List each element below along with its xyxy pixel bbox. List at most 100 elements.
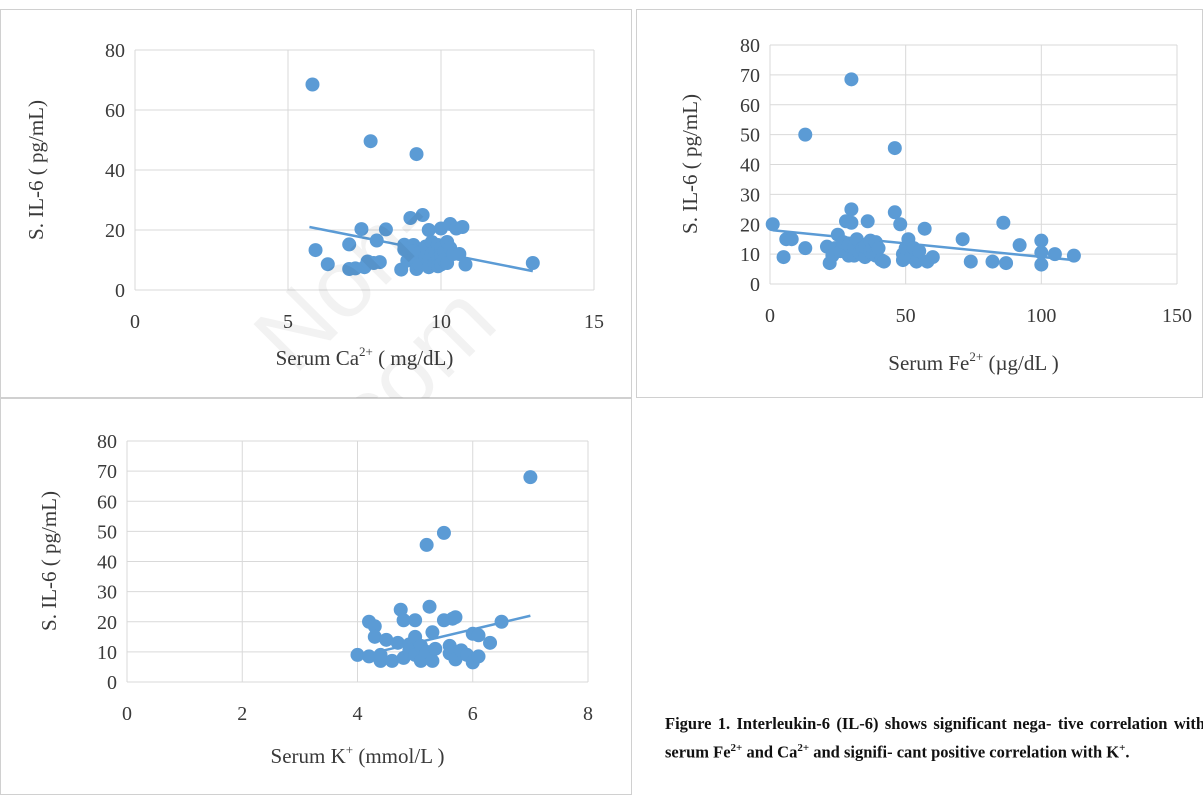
y-tick-label: 70 <box>97 461 117 483</box>
x-tick-label: 2 <box>237 703 247 725</box>
caption-line-1: Figure 1. Interleukin-6 (IL-6) shows sig… <box>665 714 1052 733</box>
caption-line-3b: . <box>1125 742 1130 762</box>
x-tick-label: 5 <box>283 311 293 333</box>
caption-line-3a: cant positive correlation with K <box>896 742 1120 762</box>
scatter-chart-potassium: 0 10 20 30 40 50 60 70 80 0 2 4 6 8 Serum K+ (mmol/L )… <box>37 431 593 768</box>
x-tick-label: 150 <box>1162 305 1192 327</box>
x-tick-label: 6 <box>468 703 478 725</box>
data-point <box>1012 238 1027 253</box>
data-point <box>385 653 400 668</box>
caption-fe-sup: 2+ <box>730 742 743 754</box>
data-point <box>887 205 902 220</box>
data-point <box>452 247 467 261</box>
y-tick-label: 0 <box>107 672 117 694</box>
data-point <box>362 649 377 664</box>
data-point <box>860 214 875 229</box>
data-point <box>369 233 384 248</box>
data-point <box>363 134 378 149</box>
data-point <box>776 250 791 265</box>
x-tick-label: 4 <box>353 703 363 725</box>
data-point <box>909 254 924 269</box>
chart-panel-iron: 0 10 20 30 40 50 60 70 80 0 50 100 150 Serum Fe2+ (µg… <box>636 9 1203 398</box>
x-tick-label: 0 <box>130 311 140 333</box>
data-point <box>1034 245 1049 260</box>
y-tick-label: 0 <box>115 280 125 302</box>
y-tick-label: 0 <box>750 274 760 296</box>
y-tick-label: 50 <box>97 521 117 543</box>
x-axis-label: Serum Fe2+ (µg/dL ) <box>888 349 1058 375</box>
data-point <box>483 635 498 650</box>
x-tick-label: 0 <box>765 305 775 327</box>
data-point <box>342 237 357 252</box>
y-axis-label: S. IL-6 ( pg/mL) <box>24 100 48 240</box>
data-point <box>844 72 859 87</box>
data-point <box>403 211 418 225</box>
data-point <box>350 647 365 662</box>
data-point <box>373 647 388 662</box>
data-point <box>379 632 394 647</box>
caption-ca-sup: 2+ <box>797 742 810 754</box>
data-point <box>408 613 423 628</box>
data-point <box>471 649 486 664</box>
data-point <box>844 215 859 230</box>
data-point <box>367 619 382 634</box>
x-axis-label: Serum K+ (mmol/L ) <box>271 742 445 768</box>
data-point <box>871 241 886 256</box>
data-point <box>422 599 437 614</box>
data-point <box>523 470 538 485</box>
chart-panel-potassium: 0 10 20 30 40 50 60 70 80 0 2 4 6 8 Serum K+ (mmol/L )… <box>0 398 632 795</box>
x-tick-label: 100 <box>1026 305 1056 327</box>
y-axis-label: S. IL-6 ( pg/mL) <box>678 94 702 234</box>
chart-panel-calcium: 0 20 40 60 80 0 5 10 15 Serum Ca2+ ( mg/dL) S. IL-… <box>0 9 632 469</box>
data-point <box>798 241 813 256</box>
scatter-chart-iron: 0 10 20 30 40 50 60 70 80 0 50 100 150 Serum Fe2+ (µg… <box>678 35 1192 375</box>
y-tick-label: 20 <box>97 612 117 634</box>
figure-caption: Figure 1. Interleukin-6 (IL-6) shows sig… <box>665 712 1203 765</box>
data-point <box>308 243 323 258</box>
data-point <box>471 628 486 643</box>
data-point <box>999 256 1014 271</box>
data-point <box>421 223 436 237</box>
y-tick-label: 10 <box>97 642 117 664</box>
data-point <box>436 525 451 540</box>
x-tick-label: 10 <box>431 311 451 333</box>
data-point <box>1047 247 1062 262</box>
y-tick-label: 80 <box>740 35 760 57</box>
y-axis-label: S. IL-6 ( pg/mL) <box>37 491 61 631</box>
data-point <box>912 244 927 259</box>
data-point <box>1034 233 1049 248</box>
data-point <box>1066 248 1081 263</box>
data-point <box>525 256 540 270</box>
scatter-chart-calcium: 0 20 40 60 80 0 5 10 15 Serum Ca2+ ( mg/dL) S. IL-… <box>24 40 604 370</box>
data-point <box>320 257 335 272</box>
data-point <box>305 77 320 92</box>
data-point <box>455 220 470 234</box>
x-axis-label: Serum Ca2+ ( mg/dL) <box>276 344 454 370</box>
data-point <box>396 613 411 628</box>
data-point <box>390 635 405 650</box>
data-point <box>393 602 408 617</box>
data-point <box>415 208 430 222</box>
data-point <box>985 254 1000 269</box>
y-tick-label: 40 <box>740 155 760 177</box>
x-tick-label: 15 <box>584 311 604 333</box>
y-tick-label: 50 <box>740 125 760 147</box>
data-point <box>428 641 443 656</box>
y-tick-label: 40 <box>105 160 125 182</box>
data-point <box>372 255 387 270</box>
y-tick-label: 80 <box>97 431 117 453</box>
data-point <box>765 217 780 232</box>
data-point <box>425 653 440 668</box>
x-tick-label: 50 <box>896 305 916 327</box>
x-tick-label: 8 <box>583 703 593 725</box>
trendline <box>772 228 1075 262</box>
y-tick-label: 60 <box>105 100 125 122</box>
y-tick-label: 10 <box>740 244 760 266</box>
caption-line-2b: and Ca <box>742 742 798 762</box>
data-point <box>448 610 463 625</box>
data-point <box>367 629 382 644</box>
data-point <box>917 221 932 236</box>
data-point <box>955 232 970 247</box>
data-point <box>378 222 393 237</box>
y-tick-label: 80 <box>105 40 125 62</box>
